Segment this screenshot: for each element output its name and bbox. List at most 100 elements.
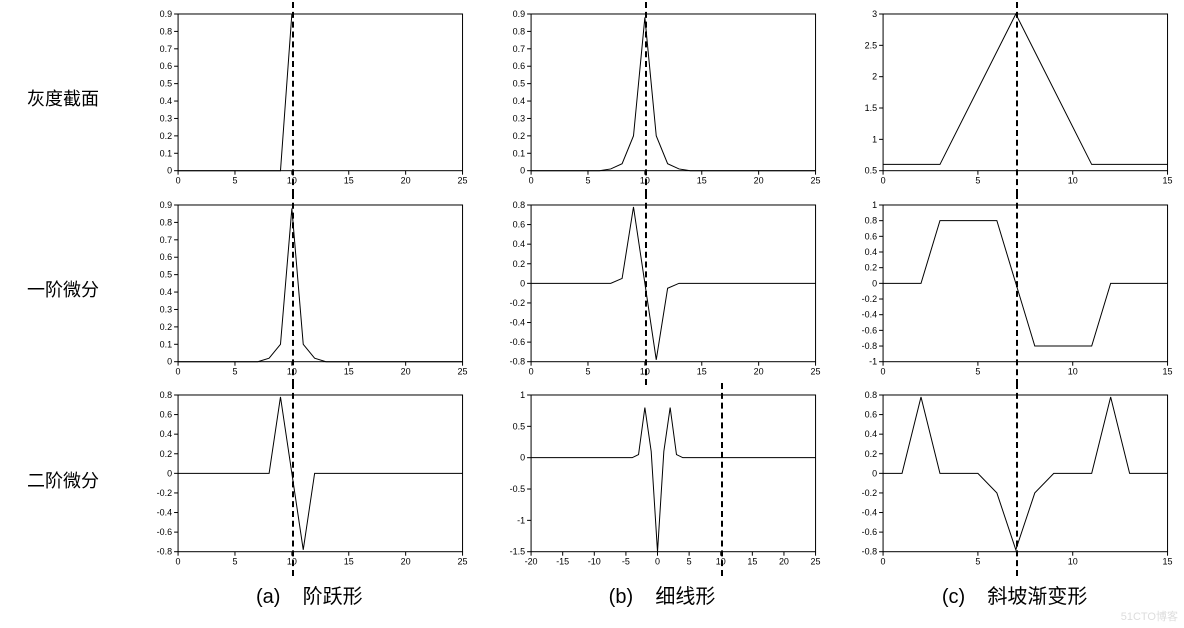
svg-text:0: 0 [167,469,172,479]
svg-text:-0.8: -0.8 [157,547,172,557]
svg-text:15: 15 [696,366,706,376]
row-label-3-text: 二阶微分 [27,467,99,493]
svg-text:0.1: 0.1 [160,339,172,349]
svg-text:-0.8: -0.8 [862,341,877,351]
svg-text:-1: -1 [517,516,525,526]
row-label-2: 一阶微分 [8,199,118,380]
col-label-b-text: (b) 细线形 [609,580,716,609]
svg-text:15: 15 [1163,176,1173,186]
svg-text:0.6: 0.6 [865,410,877,420]
svg-text:-0.2: -0.2 [157,488,172,498]
svg-text:0: 0 [520,278,525,288]
svg-text:0: 0 [176,557,181,567]
svg-text:0.5: 0.5 [865,166,877,176]
svg-text:-1: -1 [869,356,877,366]
svg-text:0.7: 0.7 [160,234,172,244]
svg-text:15: 15 [747,557,757,567]
svg-text:15: 15 [1163,557,1173,567]
svg-text:0.3: 0.3 [512,113,524,123]
svg-text:15: 15 [344,366,354,376]
svg-text:0.8: 0.8 [865,390,877,400]
svg-text:0.6: 0.6 [160,410,172,420]
svg-text:0: 0 [167,166,172,176]
svg-text:-15: -15 [556,557,569,567]
svg-text:10: 10 [287,557,297,567]
svg-text:0.7: 0.7 [512,44,524,54]
cell-a2: 051015202500.10.20.30.40.50.60.70.80.9 [148,199,471,380]
svg-text:10: 10 [1068,176,1078,186]
svg-text:5: 5 [232,557,237,567]
svg-text:5: 5 [585,176,590,186]
cell-a3: 0510152025-0.8-0.6-0.4-0.200.20.40.60.8 [148,389,471,570]
svg-text:0.4: 0.4 [865,429,877,439]
svg-text:-0.4: -0.4 [862,508,877,518]
svg-text:20: 20 [401,176,411,186]
row-label-1: 灰度截面 [8,8,118,189]
svg-text:-0.8: -0.8 [509,356,524,366]
svg-text:5: 5 [976,366,981,376]
svg-text:-0.8: -0.8 [862,547,877,557]
svg-text:0.3: 0.3 [160,113,172,123]
col-label-c: (c) 斜坡渐变形 [853,580,1176,620]
svg-text:0.3: 0.3 [160,304,172,314]
svg-text:-0.4: -0.4 [862,309,877,319]
svg-text:0.5: 0.5 [512,422,524,432]
svg-text:-20: -20 [524,557,537,567]
svg-text:25: 25 [458,366,468,376]
row-label-3: 二阶微分 [8,389,118,570]
svg-text:0.4: 0.4 [160,429,172,439]
cell-b1: 051015202500.10.20.30.40.50.60.70.80.9 [501,8,824,189]
svg-text:0.2: 0.2 [865,449,877,459]
svg-text:0.2: 0.2 [160,449,172,459]
svg-text:0.7: 0.7 [160,44,172,54]
svg-text:0: 0 [528,176,533,186]
cell-a1: 051015202500.10.20.30.40.50.60.70.80.9 [148,8,471,189]
svg-text:25: 25 [810,176,820,186]
svg-text:-0.4: -0.4 [157,508,172,518]
svg-text:5: 5 [232,366,237,376]
row-label-1-text: 灰度截面 [27,85,99,111]
svg-text:0.5: 0.5 [512,79,524,89]
row-label-2-text: 一阶微分 [27,276,99,302]
svg-text:20: 20 [401,366,411,376]
svg-text:0.8: 0.8 [512,26,524,36]
svg-text:0.8: 0.8 [160,26,172,36]
svg-text:1.5: 1.5 [865,103,877,113]
svg-text:0: 0 [167,356,172,366]
svg-text:0.2: 0.2 [512,131,524,141]
svg-text:0.6: 0.6 [512,219,524,229]
svg-text:0.8: 0.8 [512,200,524,210]
svg-text:10: 10 [640,176,650,186]
svg-text:0: 0 [176,176,181,186]
svg-text:10: 10 [640,366,650,376]
svg-text:-0.2: -0.2 [862,488,877,498]
svg-text:15: 15 [344,557,354,567]
svg-text:1: 1 [872,200,877,210]
svg-text:5: 5 [232,176,237,186]
svg-text:-1.5: -1.5 [509,547,524,557]
svg-text:1: 1 [872,134,877,144]
svg-text:1: 1 [520,390,525,400]
svg-text:2: 2 [872,72,877,82]
svg-text:0.4: 0.4 [512,96,524,106]
svg-text:-0.5: -0.5 [509,484,524,494]
svg-text:0.8: 0.8 [160,217,172,227]
cell-c2: 051015-1-0.8-0.6-0.4-0.200.20.40.60.81 [853,199,1176,380]
svg-text:10: 10 [715,557,725,567]
svg-text:0.9: 0.9 [512,9,524,19]
svg-text:20: 20 [753,176,763,186]
figure-grid: 灰度截面 051015202500.10.20.30.40.50.60.70.8… [8,8,1176,620]
svg-text:0: 0 [872,278,877,288]
svg-text:15: 15 [696,176,706,186]
svg-text:-5: -5 [622,557,630,567]
svg-text:-0.2: -0.2 [862,294,877,304]
svg-text:-0.2: -0.2 [509,298,524,308]
svg-text:0.4: 0.4 [512,239,524,249]
svg-text:0: 0 [872,469,877,479]
svg-text:0: 0 [176,366,181,376]
col-label-c-text: (c) 斜坡渐变形 [942,580,1088,609]
svg-text:20: 20 [753,366,763,376]
svg-text:0.2: 0.2 [865,262,877,272]
svg-text:0.5: 0.5 [160,269,172,279]
svg-text:-10: -10 [587,557,600,567]
